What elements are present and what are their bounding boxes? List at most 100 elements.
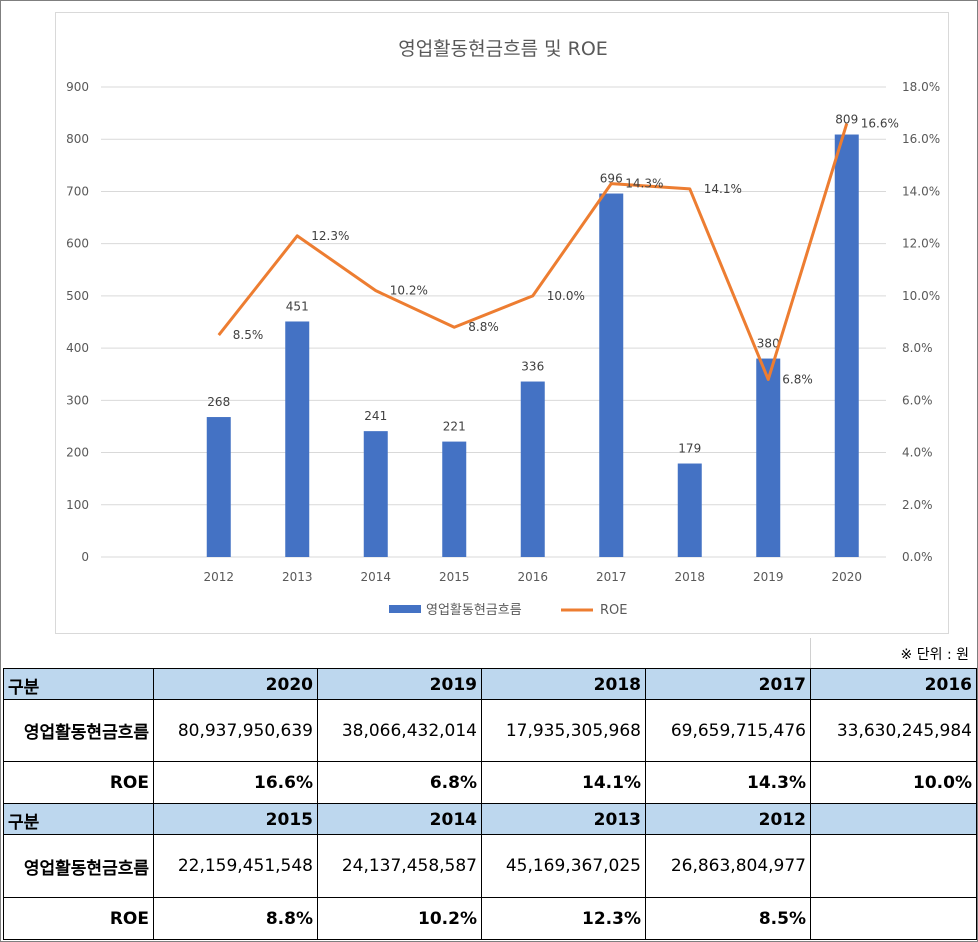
y-right-tick-label: 12.0%	[902, 237, 940, 251]
roe-data-label: 10.2%	[390, 284, 428, 298]
bar	[285, 321, 310, 557]
table-cell: 8.8%	[153, 897, 318, 940]
bar-data-label: 696	[600, 172, 623, 186]
bar-data-label: 268	[207, 395, 230, 409]
data-table: 구분 2020 2019 2018 2017 2016 영업활동현금흐름 80,937,950…	[3, 668, 977, 940]
bar	[599, 193, 624, 558]
table-cell: 80,937,950,639	[153, 699, 318, 762]
row-label-cell: 영업활동현금흐름	[3, 834, 154, 898]
bar-data-label: 809	[835, 113, 858, 127]
table-cell: 2018	[481, 668, 646, 700]
roe-line	[217, 123, 849, 381]
table-cell	[810, 897, 977, 940]
roe-data-label: 8.5%	[233, 328, 264, 342]
bar	[677, 463, 702, 557]
table-row: 영업활동현금흐름 80,937,950,639 38,066,432,014 17,9…	[3, 699, 977, 762]
table-row: 구분 2020 2019 2018 2017 2016	[3, 668, 977, 700]
x-tick-label: 2014	[360, 570, 391, 584]
table-cell: 14.3%	[645, 761, 811, 804]
legend-label-bar: 영업활동현금흐름	[426, 603, 522, 618]
bar-data-label: 241	[364, 409, 387, 423]
table-cell: 38,066,432,014	[317, 699, 482, 762]
chart-area: 영업활동현금흐름 및 ROE 0 100 200 300 400 500 600 700 800 9…	[55, 12, 949, 634]
y-left-tick-label: 800	[66, 132, 89, 146]
table-cell: 2019	[317, 668, 482, 700]
legend-swatch-bar	[389, 605, 421, 613]
y-left-tick-label: 100	[66, 498, 89, 512]
x-tick-label: 2019	[753, 570, 784, 584]
table-cell	[810, 834, 977, 898]
roe-data-label: 14.3%	[625, 177, 663, 191]
x-tick-label: 2015	[439, 570, 470, 584]
table-cell: 8.5%	[645, 897, 811, 940]
x-tick-label: 2013	[282, 570, 313, 584]
y-left-tick-label: 600	[66, 237, 89, 251]
roe-data-label: 10.0%	[547, 289, 585, 303]
divider-line	[810, 638, 811, 668]
table-cell: 45,169,367,025	[481, 834, 646, 898]
y-right-tick-label: 2.0%	[902, 498, 933, 512]
table-cell: 12.3%	[481, 897, 646, 940]
table-cell: 2012	[645, 803, 811, 835]
y-left-tick-label: 400	[66, 341, 89, 355]
table-row: ROE 8.8% 10.2% 12.3% 8.5%	[3, 897, 977, 940]
table-row: ROE 16.6% 6.8% 14.1% 14.3% 10.0%	[3, 761, 977, 804]
unit-note: ※ 단위 : 원	[900, 647, 969, 663]
bar	[206, 417, 231, 557]
table-cell: 26,863,804,977	[645, 834, 811, 898]
y-right-tick-label: 18.0%	[902, 80, 940, 94]
table-cell: 22,159,451,548	[153, 834, 318, 898]
y-right-tick-label: 10.0%	[902, 289, 940, 303]
table-cell: 16.6%	[153, 761, 318, 804]
row-label-cell: 영업활동현금흐름	[3, 699, 154, 762]
table-cell: 2013	[481, 803, 646, 835]
bar	[520, 381, 545, 557]
bar	[756, 358, 781, 557]
combo-chart: 영업활동현금흐름 및 ROE 0 100 200 300 400 500 600 700 800 9…	[66, 38, 940, 618]
table-cell: 2020	[153, 668, 318, 700]
y-left-tick-label: 300	[66, 393, 89, 407]
row-label-cell: ROE	[3, 761, 154, 804]
x-tick-label: 2016	[517, 570, 548, 584]
table-row: 영업활동현금흐름 22,159,451,548 24,137,458,587 45,1…	[3, 834, 977, 898]
bar-data-label: 451	[286, 299, 309, 313]
legend-label-line: ROE	[600, 603, 627, 618]
y-left-tick-label: 500	[66, 289, 89, 303]
x-tick-label: 2020	[831, 570, 862, 584]
table-cell: 6.8%	[317, 761, 482, 804]
table-cell: 17,935,305,968	[481, 699, 646, 762]
bar	[834, 134, 859, 557]
bar-data-label: 221	[443, 420, 466, 434]
bar	[363, 431, 388, 557]
table-cell: 2016	[810, 668, 977, 700]
y-left-tick-label: 0	[81, 550, 89, 564]
row-label-cell: 구분	[3, 668, 154, 700]
row-label-cell: ROE	[3, 897, 154, 940]
chart-title: 영업활동현금흐름 및 ROE	[398, 38, 608, 60]
table-cell: 2014	[317, 803, 482, 835]
x-tick-label: 2017	[596, 570, 627, 584]
table-cell: 14.1%	[481, 761, 646, 804]
x-tick-label: 2018	[674, 570, 705, 584]
roe-data-label: 14.1%	[704, 182, 742, 196]
bar-data-label: 179	[678, 442, 701, 456]
table-cell: 10.2%	[317, 897, 482, 940]
row-label-cell: 구분	[3, 803, 154, 835]
y-right-tick-label: 8.0%	[902, 341, 933, 355]
y-right-tick-label: 6.0%	[902, 393, 933, 407]
bar	[442, 441, 467, 557]
table-cell: 69,659,715,476	[645, 699, 811, 762]
table-cell	[810, 803, 977, 835]
roe-data-label: 16.6%	[861, 117, 899, 131]
table-cell: 10.0%	[810, 761, 977, 804]
roe-data-label: 6.8%	[782, 372, 813, 386]
y-left-tick-label: 200	[66, 446, 89, 460]
table-cell: 24,137,458,587	[317, 834, 482, 898]
y-right-tick-label: 14.0%	[902, 184, 940, 198]
y-right-tick-label: 16.0%	[902, 132, 940, 146]
roe-data-label: 12.3%	[311, 229, 349, 243]
y-left-tick-label: 900	[66, 80, 89, 94]
bar-data-label: 336	[521, 360, 544, 374]
table-cell: 2015	[153, 803, 318, 835]
y-right-tick-label: 0.0%	[902, 550, 933, 564]
